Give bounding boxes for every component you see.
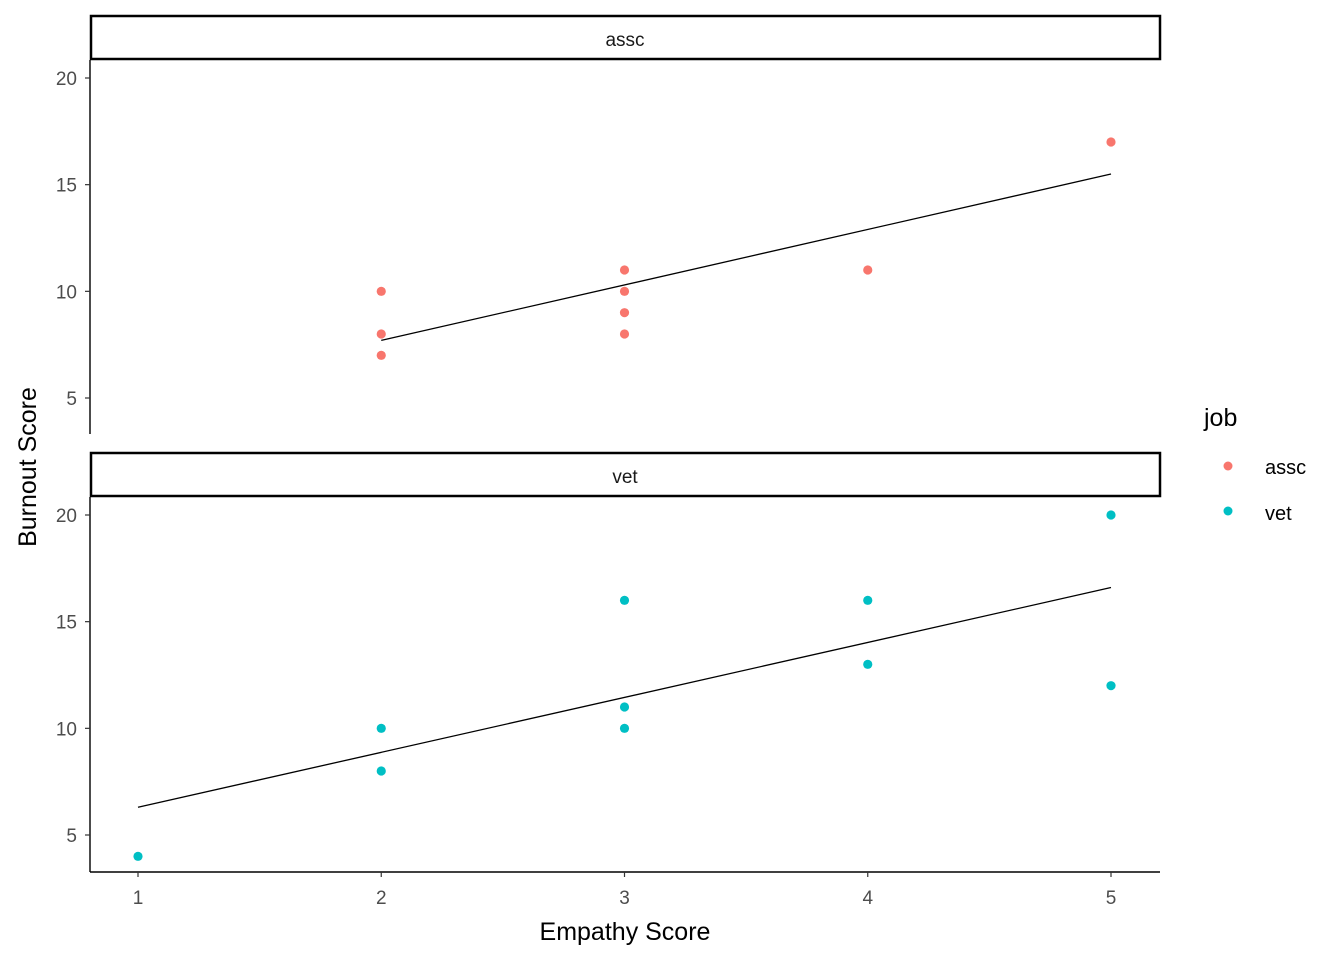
x-axis-title: Empathy Score [540,918,711,946]
data-point-assc-1 [376,329,386,339]
y-tick-label-vet-5: 5 [66,826,77,847]
data-point-vet-0 [133,851,143,861]
y-tick-label-vet-20: 20 [56,506,77,527]
data-point-assc-8 [1106,137,1116,147]
data-point-vet-3 [619,595,630,605]
data-point-vet-4 [619,702,630,712]
data-point-vet-1 [376,723,386,733]
legend-label-assc: assc [1265,457,1306,479]
y-tick-label-assc-20: 20 [56,69,77,90]
data-point-assc-7 [863,265,873,275]
data-point-assc-6 [619,329,630,339]
y-tick-label-assc-5: 5 [66,389,77,410]
facet-strip-assc [89,14,1162,61]
data-point-vet-7 [863,659,873,669]
data-point-assc-5 [619,308,630,318]
y-tick-label-assc-15: 15 [56,176,77,197]
data-point-vet-8 [1106,510,1116,520]
legend-key-vet [1223,506,1233,516]
facet-strip-vet [89,451,1162,498]
data-point-assc-2 [376,350,386,360]
facet-strip-label-assc: assc [605,30,644,51]
y-tick-label-assc-10: 10 [56,282,77,303]
data-point-vet-5 [619,723,630,733]
x-tick-label-5: 5 [1106,888,1117,909]
data-point-assc-0 [376,286,386,296]
data-point-vet-6 [863,595,873,605]
y-tick-label-vet-15: 15 [56,613,77,634]
y-axis-title: Burnout Score [14,387,42,547]
fit-line-vet [137,586,1112,808]
data-point-vet-2 [376,766,386,776]
x-tick-label-4: 4 [862,888,873,909]
legend-label-vet: vet [1265,503,1292,525]
legend-title: job [1203,404,1237,432]
y-tick-label-vet-10: 10 [56,719,77,740]
data-point-vet-9 [1106,681,1116,691]
data-point-assc-3 [619,265,630,275]
panels-group: 5 10 15 20 5 10 15 20 1 2 3 4 5 [56,60,1160,909]
data-point-assc-4 [619,286,630,296]
x-tick-label-2: 2 [376,888,387,909]
legend-key-assc [1223,461,1233,471]
fit-line-assc [381,173,1112,342]
facet-strip-label-vet: vet [612,467,638,488]
x-tick-label-1: 1 [133,888,144,909]
x-tick-label-3: 3 [619,888,630,909]
